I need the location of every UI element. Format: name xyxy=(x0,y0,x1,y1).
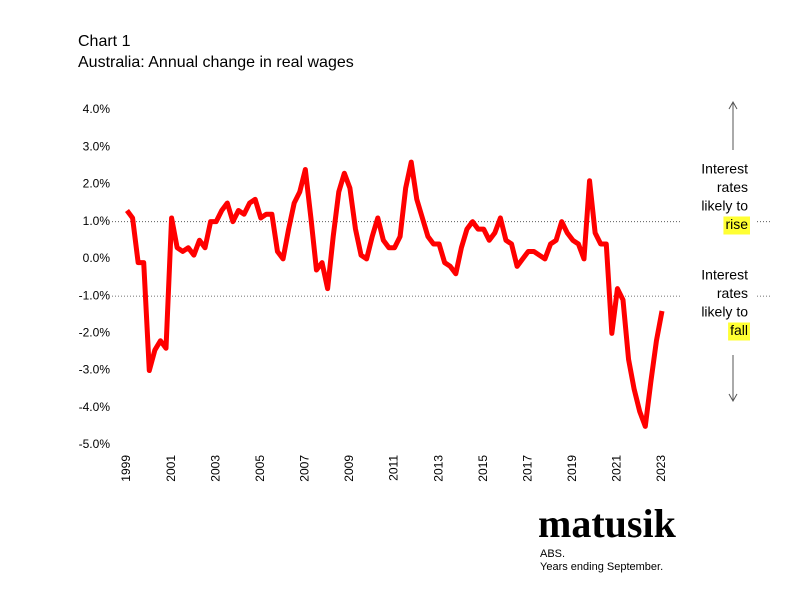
y-tick-label: -2.0% xyxy=(79,326,111,340)
x-tick-label: 2009 xyxy=(342,455,356,482)
x-tick-label: 2005 xyxy=(253,455,267,482)
annotation: Interest xyxy=(701,267,748,283)
source: ABS. xyxy=(540,548,565,560)
y-tick-label: 3.0% xyxy=(83,139,111,153)
x-tick-label: 2011 xyxy=(387,455,401,481)
highlight xyxy=(723,216,750,235)
x-tick-label: 2015 xyxy=(476,455,490,482)
annotation-highlight: rise xyxy=(725,216,748,232)
brand: matusik xyxy=(538,501,677,546)
x-tick-label: 2021 xyxy=(610,455,624,482)
y-tick-label: -5.0% xyxy=(79,437,111,451)
annotation: Interest xyxy=(701,161,748,177)
y-tick-label: -4.0% xyxy=(79,400,111,414)
annotation-highlight: fall xyxy=(730,322,748,338)
x-tick-label: 2019 xyxy=(565,455,579,482)
y-tick-label: 2.0% xyxy=(83,177,111,191)
x-tick-label: 2017 xyxy=(520,455,534,482)
data-line xyxy=(124,159,665,429)
y-tick-label: -1.0% xyxy=(79,288,111,302)
x-tick-label: 2007 xyxy=(298,455,312,482)
note: Years ending September. xyxy=(540,561,663,573)
annotation: likely to xyxy=(701,198,748,214)
chart-subtitle: Australia: Annual change in real wages xyxy=(78,54,354,71)
y-tick-label: 1.0% xyxy=(83,214,111,228)
y-tick-label: -3.0% xyxy=(79,363,111,377)
x-tick-label: 1999 xyxy=(119,455,133,482)
x-tick-label: 2023 xyxy=(654,455,668,482)
y-tick-label: 4.0% xyxy=(83,102,111,116)
highlight xyxy=(728,322,750,341)
x-tick-label: 2003 xyxy=(208,455,222,482)
arrow-head xyxy=(728,100,738,110)
x-tick-label: 2013 xyxy=(431,455,445,482)
chart-title: Chart 1 xyxy=(78,33,131,50)
y-tick-label: 0.0% xyxy=(83,251,111,265)
annotation: rates xyxy=(717,285,748,301)
arrow-head xyxy=(728,393,738,403)
annotation: likely to xyxy=(701,304,748,320)
annotation: rates xyxy=(717,179,748,195)
x-tick-label: 2001 xyxy=(164,455,178,482)
